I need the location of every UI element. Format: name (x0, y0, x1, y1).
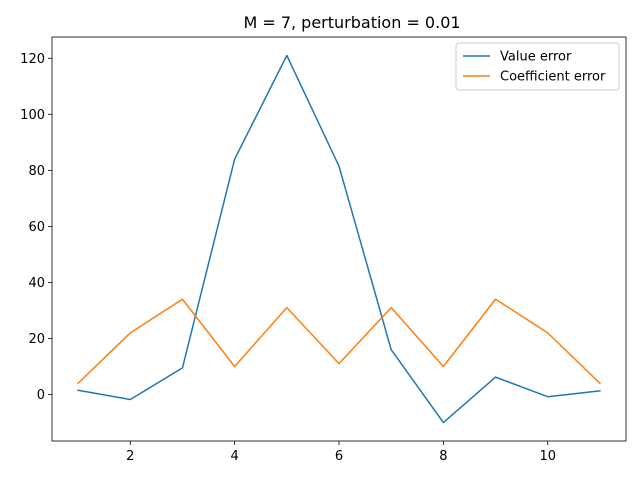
chart-title: M = 7, perturbation = 0.01 (243, 13, 460, 32)
x-tick-label: 2 (126, 449, 134, 464)
legend-label-1: Value error (500, 50, 572, 65)
x-tick-label: 8 (439, 449, 447, 464)
y-tick-label: 100 (20, 108, 45, 123)
y-tick-label: 120 (20, 52, 45, 67)
plot-area (77, 54, 601, 424)
x-tick-label: 4 (230, 449, 238, 464)
legend-box (455, 42, 620, 91)
plot-frame (51, 36, 627, 442)
y-tick-label: 0 (37, 388, 45, 403)
series-line-1 (77, 54, 601, 424)
legend: Value error Coefficient error (455, 42, 620, 91)
x-tick-label: 6 (335, 449, 343, 464)
legend-label-2: Coefficient error (500, 70, 606, 85)
y-tick-label: 40 (28, 276, 45, 291)
y-tick-label: 20 (28, 332, 45, 347)
y-tick-label: 60 (28, 220, 45, 235)
y-tick-label: 80 (28, 164, 45, 179)
series-line-2 (77, 298, 601, 385)
x-tick-label: 10 (539, 449, 556, 464)
